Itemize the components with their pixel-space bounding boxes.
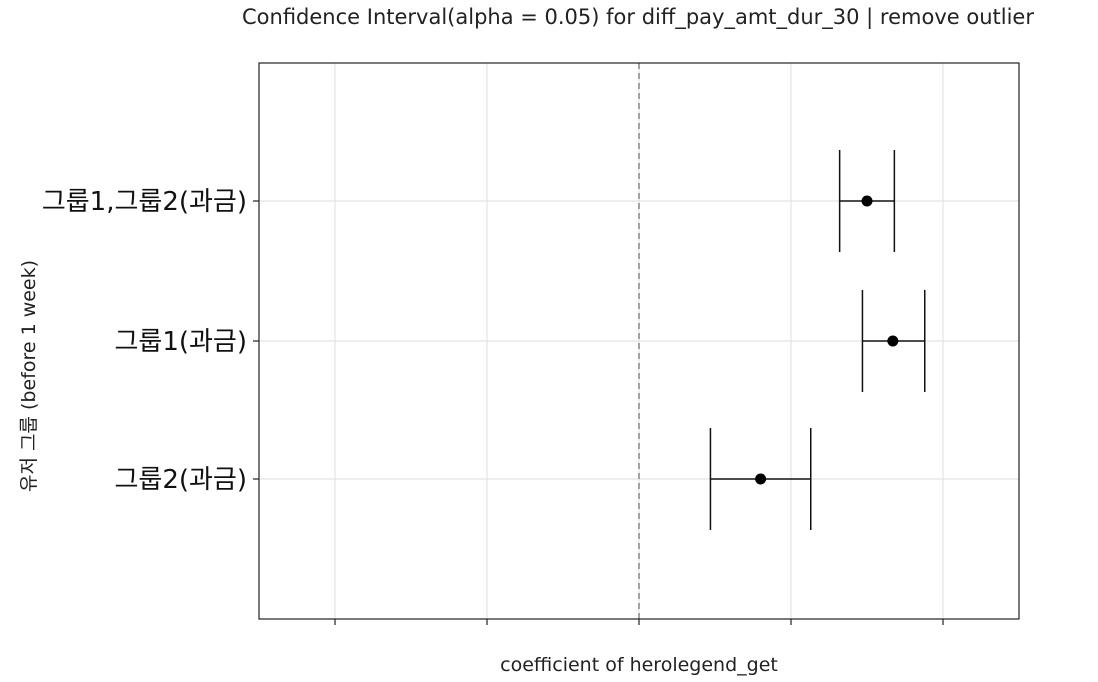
x-axis-label: coefficient of herolegend_get bbox=[500, 654, 778, 676]
y-axis-label: 유저 그룹 (before 1 week) bbox=[18, 260, 40, 492]
data-point bbox=[755, 473, 767, 485]
axis-ticks bbox=[253, 200, 944, 625]
chart-title: Confidence Interval(alpha = 0.05) for di… bbox=[242, 5, 1034, 30]
data-point bbox=[861, 195, 873, 207]
data-marks bbox=[709, 150, 926, 530]
y-tick-label: 그룹1,그룹2(과금) bbox=[42, 187, 247, 217]
y-tick-labels: 그룹1,그룹2(과금) 그룹1(과금) 그룹2(과금) bbox=[42, 187, 247, 495]
y-tick-label: 그룹1(과금) bbox=[114, 327, 247, 357]
data-point bbox=[887, 335, 899, 347]
y-tick-label: 그룹2(과금) bbox=[114, 465, 247, 495]
